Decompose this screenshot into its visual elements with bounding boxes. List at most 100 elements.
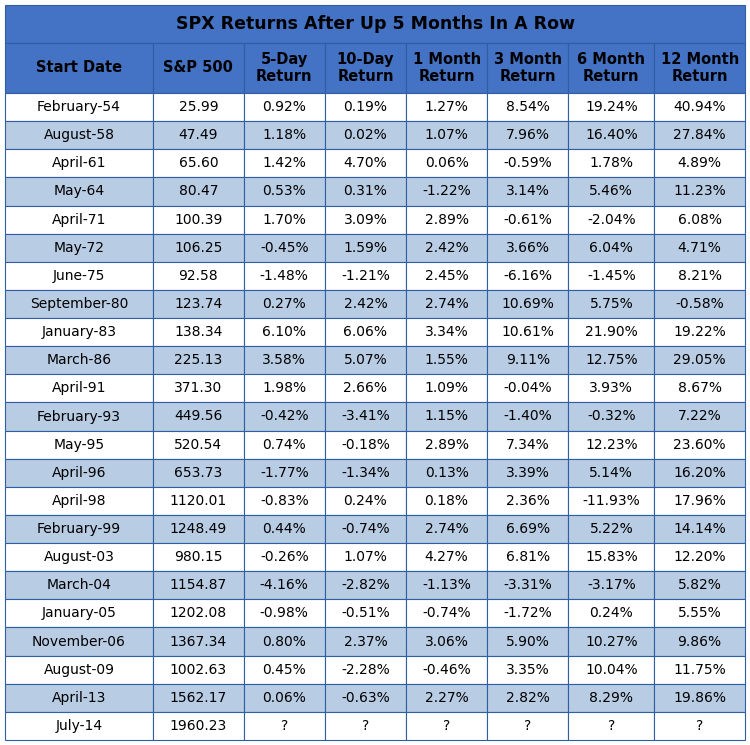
Bar (568, 712, 654, 740)
Bar (406, 431, 488, 459)
Text: 19.86%: 19.86% (674, 691, 726, 705)
Text: 1.42%: 1.42% (262, 156, 306, 171)
Bar (5, 543, 153, 571)
Text: 1120.01: 1120.01 (170, 494, 227, 508)
Text: February-93: February-93 (37, 410, 121, 423)
Text: 1.98%: 1.98% (262, 381, 306, 396)
Bar (244, 177, 325, 206)
Bar (568, 543, 654, 571)
Bar (406, 684, 488, 712)
Bar (153, 486, 244, 515)
Text: 19.24%: 19.24% (585, 100, 638, 114)
Bar (654, 684, 745, 712)
Bar (325, 459, 406, 486)
Bar (568, 121, 654, 149)
Bar (5, 374, 153, 402)
Text: -0.45%: -0.45% (260, 241, 308, 255)
Text: 4.71%: 4.71% (678, 241, 722, 255)
Bar (568, 318, 654, 346)
Text: -0.98%: -0.98% (260, 606, 309, 621)
Bar (153, 712, 244, 740)
Text: -0.59%: -0.59% (503, 156, 552, 171)
Text: May-95: May-95 (53, 437, 104, 451)
Bar (568, 431, 654, 459)
Bar (244, 684, 325, 712)
Bar (568, 486, 654, 515)
Text: 2.82%: 2.82% (506, 691, 550, 705)
Bar (406, 121, 488, 149)
Text: 3.14%: 3.14% (506, 185, 550, 198)
Text: 17.96%: 17.96% (674, 494, 726, 508)
Bar (244, 318, 325, 346)
Bar (568, 93, 654, 121)
Bar (153, 599, 244, 627)
Bar (406, 290, 488, 318)
Text: 0.44%: 0.44% (262, 522, 306, 536)
Text: 5.90%: 5.90% (506, 635, 550, 649)
Bar (244, 459, 325, 486)
Bar (325, 121, 406, 149)
Bar (325, 346, 406, 374)
Text: 9.86%: 9.86% (677, 635, 722, 649)
Bar (244, 431, 325, 459)
Text: -3.41%: -3.41% (341, 410, 390, 423)
Bar (5, 290, 153, 318)
Bar (406, 543, 488, 571)
Text: -0.46%: -0.46% (422, 662, 471, 676)
Bar (5, 346, 153, 374)
Text: 0.18%: 0.18% (424, 494, 469, 508)
Text: January-83: January-83 (41, 325, 116, 339)
Bar (654, 290, 745, 318)
Text: April-61: April-61 (52, 156, 106, 171)
Bar (244, 515, 325, 543)
Bar (325, 234, 406, 261)
Bar (488, 712, 568, 740)
Text: 6.08%: 6.08% (678, 212, 722, 226)
Bar (5, 684, 153, 712)
Bar (568, 43, 654, 93)
Text: 0.02%: 0.02% (344, 128, 387, 142)
Text: -1.77%: -1.77% (260, 466, 309, 480)
Bar (244, 290, 325, 318)
Bar (406, 93, 488, 121)
Text: 11.23%: 11.23% (674, 185, 726, 198)
Bar (568, 177, 654, 206)
Bar (654, 459, 745, 486)
Bar (244, 656, 325, 684)
Text: 0.13%: 0.13% (424, 466, 469, 480)
Text: -6.16%: -6.16% (503, 269, 552, 283)
Bar (654, 599, 745, 627)
Bar (244, 149, 325, 177)
Text: 2.27%: 2.27% (424, 691, 469, 705)
Bar (654, 318, 745, 346)
Bar (654, 627, 745, 656)
Bar (654, 543, 745, 571)
Text: 9.11%: 9.11% (506, 353, 550, 367)
Bar (654, 486, 745, 515)
Text: -0.32%: -0.32% (587, 410, 636, 423)
Bar (406, 459, 488, 486)
Text: 5.75%: 5.75% (590, 297, 633, 311)
Bar (325, 599, 406, 627)
Bar (406, 627, 488, 656)
Bar (5, 459, 153, 486)
Bar (654, 121, 745, 149)
Text: 8.29%: 8.29% (590, 691, 633, 705)
Bar (568, 346, 654, 374)
Text: 2.89%: 2.89% (424, 212, 469, 226)
Text: 1960.23: 1960.23 (170, 719, 227, 733)
Bar (5, 599, 153, 627)
Text: 19.22%: 19.22% (674, 325, 726, 339)
Bar (325, 206, 406, 234)
Bar (244, 599, 325, 627)
Text: -0.74%: -0.74% (341, 522, 390, 536)
Text: SPX Returns After Up 5 Months In A Row: SPX Returns After Up 5 Months In A Row (176, 15, 574, 33)
Text: -0.04%: -0.04% (503, 381, 552, 396)
Text: -3.17%: -3.17% (587, 578, 636, 592)
Bar (153, 121, 244, 149)
Text: 47.49: 47.49 (178, 128, 218, 142)
Bar (244, 121, 325, 149)
Text: 1367.34: 1367.34 (170, 635, 227, 649)
Bar (325, 177, 406, 206)
Bar (488, 121, 568, 149)
